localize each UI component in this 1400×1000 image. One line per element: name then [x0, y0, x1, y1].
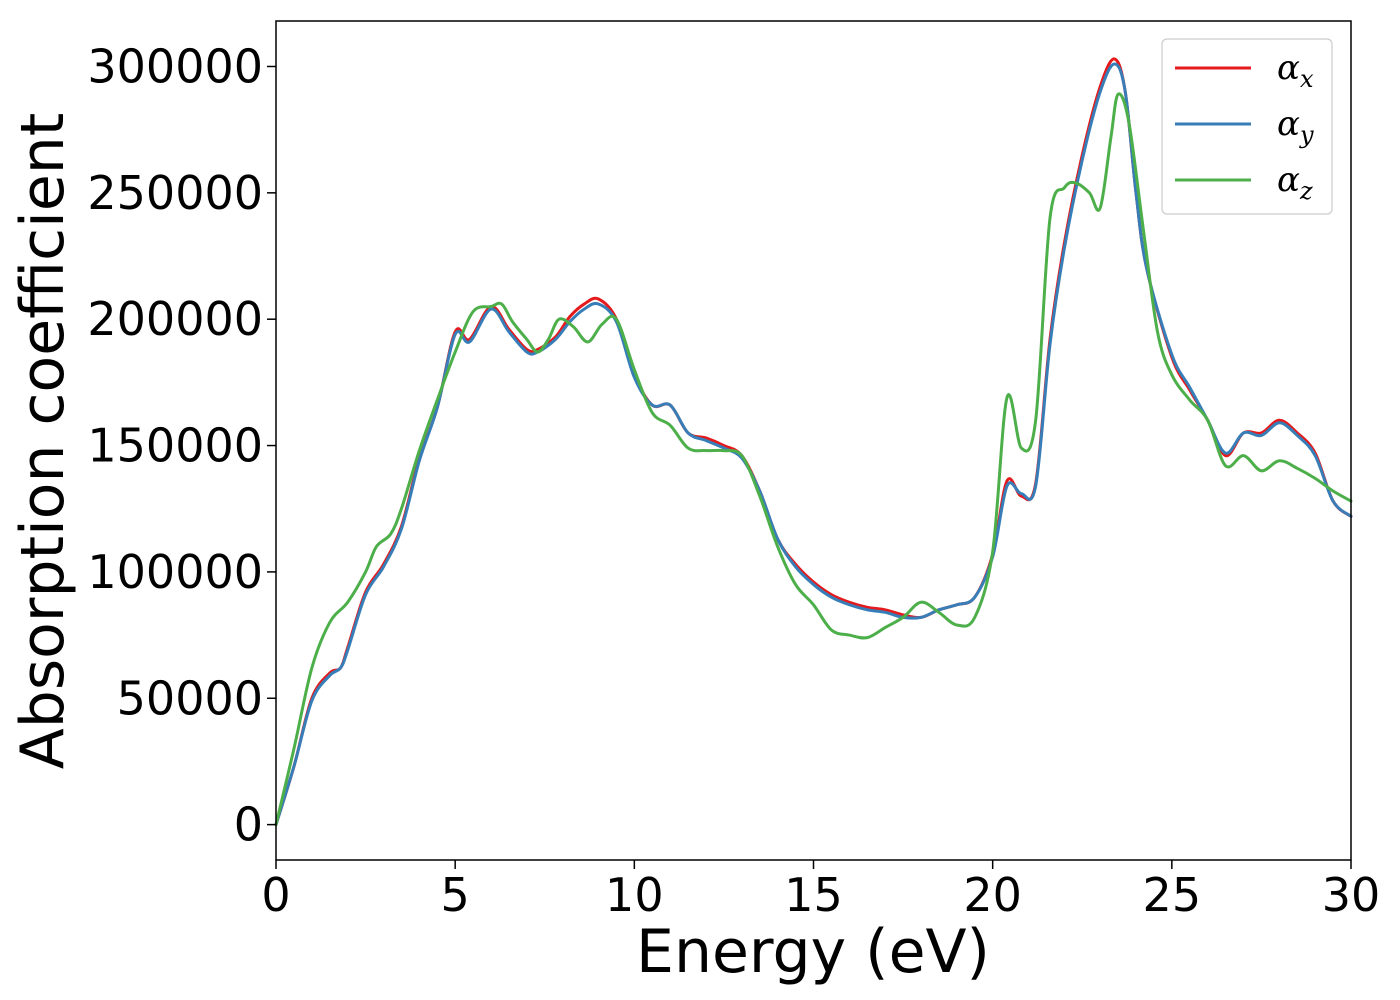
legend: αx αy αz [1161, 38, 1333, 215]
y-tick-label: 0 [234, 798, 263, 852]
y-tick-label: 300000 [87, 39, 263, 93]
x-axis-title: Energy (eV) [636, 917, 990, 987]
x-tick-label: 20 [963, 868, 1022, 922]
y-axis: 0 50000 100000 150000 200000 250000 300000 [87, 39, 276, 852]
y-axis-title: Absorption coefficient [8, 113, 78, 770]
x-tick-label: 15 [784, 868, 843, 922]
x-tick-label: 10 [605, 868, 664, 922]
legend-label-alpha-x: αx [1277, 48, 1314, 93]
y-tick-label: 50000 [117, 671, 263, 725]
legend-label-alpha-z: αz [1277, 160, 1313, 205]
series-layer [274, 57, 1353, 827]
legend-box [1161, 38, 1333, 215]
x-axis: 0 5 10 15 20 25 30 [261, 860, 1380, 922]
y-tick-label: 200000 [87, 292, 263, 346]
x-tick-label: 5 [441, 868, 470, 922]
y-tick-label: 150000 [87, 419, 263, 473]
x-tick-label: 30 [1322, 868, 1381, 922]
series-line-alpha-z [274, 92, 1353, 827]
x-tick-label: 0 [261, 868, 290, 922]
legend-label-alpha-y: αy [1277, 104, 1314, 149]
x-tick-label: 25 [1143, 868, 1202, 922]
y-tick-label: 100000 [87, 545, 263, 599]
y-tick-label: 250000 [87, 166, 263, 220]
